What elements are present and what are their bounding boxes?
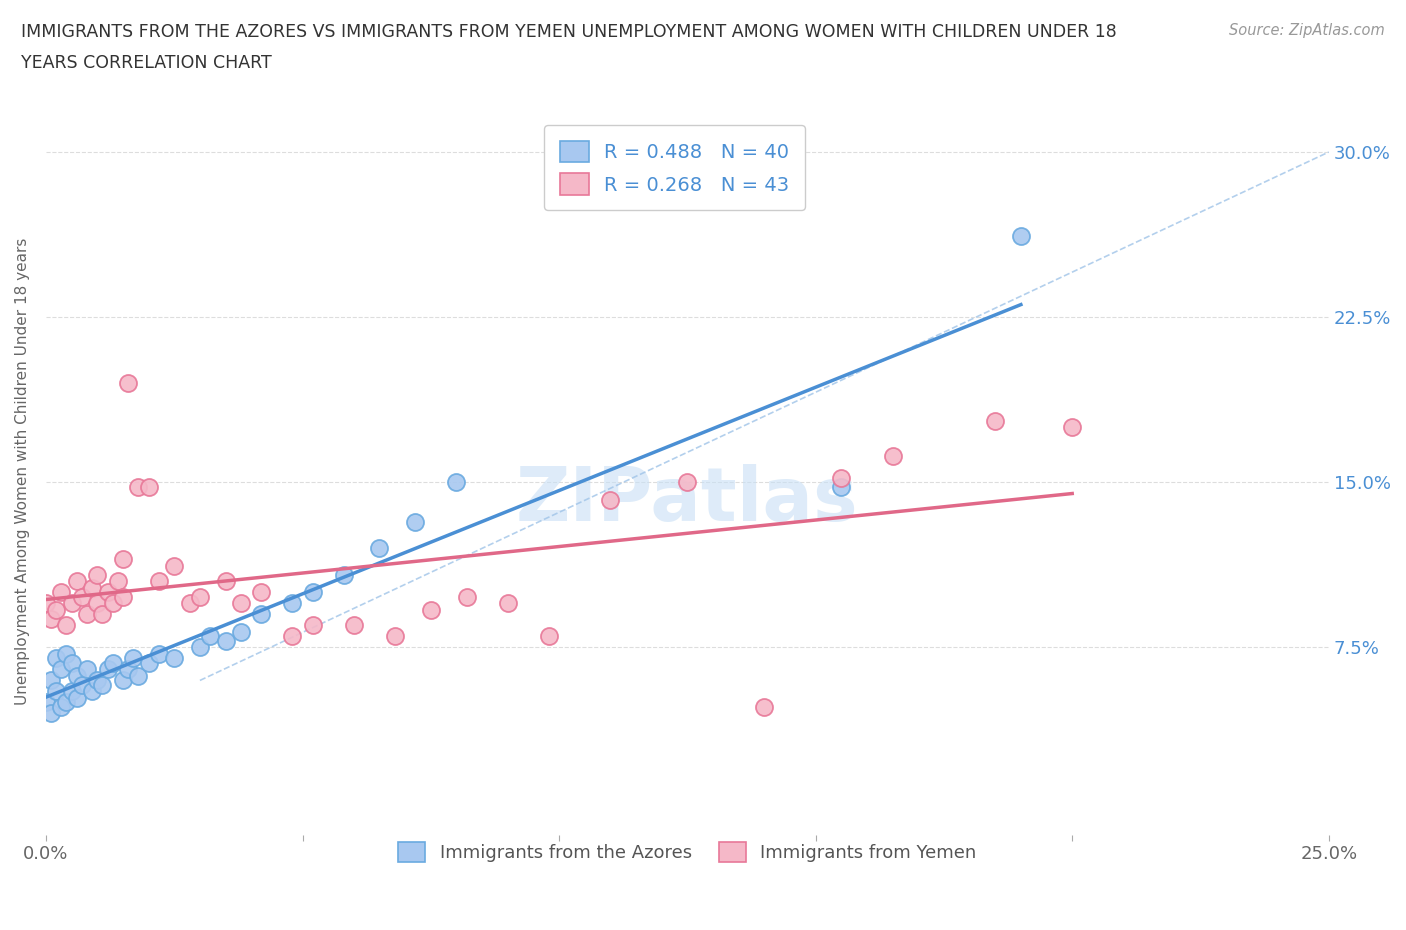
Point [66, 669, 89, 684]
Point [55, 695, 77, 710]
Point [138, 479, 160, 494]
Point [446, 475, 468, 490]
Point [599, 493, 621, 508]
Point [250, 607, 273, 622]
Point [117, 376, 139, 391]
Point [82, 580, 104, 595]
Point [91, 677, 114, 692]
Point [368, 541, 391, 556]
Point [60, 684, 83, 698]
Point [45, 603, 67, 618]
Point [96, 585, 118, 600]
Point [301, 585, 323, 600]
Point [35, 596, 58, 611]
Point [163, 559, 186, 574]
Point [456, 590, 478, 604]
Point [882, 448, 904, 463]
Point [101, 656, 124, 671]
Point [117, 662, 139, 677]
Point [676, 475, 699, 490]
Point [51, 662, 73, 677]
Point [39, 706, 62, 721]
Point [55, 618, 77, 632]
Point [86, 596, 108, 611]
Point [51, 699, 73, 714]
Text: Source: ZipAtlas.com: Source: ZipAtlas.com [1229, 23, 1385, 38]
Text: ZIPatlas: ZIPatlas [516, 464, 859, 537]
Point [127, 669, 149, 684]
Point [537, 629, 560, 644]
Point [70, 590, 93, 604]
Point [96, 662, 118, 677]
Point [111, 551, 134, 566]
Point [39, 673, 62, 688]
Point [111, 590, 134, 604]
Point [55, 646, 77, 661]
Point [754, 699, 776, 714]
Point [66, 691, 89, 706]
Point [39, 611, 62, 626]
Point [1062, 419, 1084, 434]
Point [250, 585, 273, 600]
Point [86, 673, 108, 688]
Text: YEARS CORRELATION CHART: YEARS CORRELATION CHART [21, 54, 271, 72]
Point [138, 656, 160, 671]
Point [179, 596, 201, 611]
Point [281, 596, 304, 611]
Point [404, 514, 426, 529]
Point [45, 684, 67, 698]
Legend: Immigrants from the Azores, Immigrants from Yemen: Immigrants from the Azores, Immigrants f… [391, 835, 984, 870]
Point [301, 618, 323, 632]
Point [66, 574, 89, 589]
Point [188, 590, 211, 604]
Point [163, 651, 186, 666]
Point [127, 479, 149, 494]
Point [984, 413, 1007, 428]
Point [148, 574, 170, 589]
Point [122, 651, 145, 666]
Point [188, 640, 211, 655]
Point [82, 684, 104, 698]
Point [384, 629, 406, 644]
Point [76, 662, 98, 677]
Point [76, 607, 98, 622]
Point [332, 567, 354, 582]
Point [51, 585, 73, 600]
Point [35, 695, 58, 710]
Point [419, 603, 441, 618]
Text: IMMIGRANTS FROM THE AZORES VS IMMIGRANTS FROM YEMEN UNEMPLOYMENT AMONG WOMEN WIT: IMMIGRANTS FROM THE AZORES VS IMMIGRANTS… [21, 23, 1116, 41]
Point [214, 574, 236, 589]
Point [60, 596, 83, 611]
Point [111, 673, 134, 688]
Y-axis label: Unemployment Among Women with Children Under 18 years: Unemployment Among Women with Children U… [15, 237, 30, 705]
Point [214, 633, 236, 648]
Point [343, 618, 366, 632]
Point [229, 625, 252, 640]
Point [60, 656, 83, 671]
Point [45, 651, 67, 666]
Point [496, 596, 519, 611]
Point [1010, 228, 1032, 243]
Point [830, 471, 852, 485]
Point [70, 677, 93, 692]
Point [148, 646, 170, 661]
Point [101, 596, 124, 611]
Point [281, 629, 304, 644]
Point [830, 479, 852, 494]
Point [198, 629, 221, 644]
Point [107, 574, 129, 589]
Point [229, 596, 252, 611]
Point [86, 567, 108, 582]
Point [91, 607, 114, 622]
